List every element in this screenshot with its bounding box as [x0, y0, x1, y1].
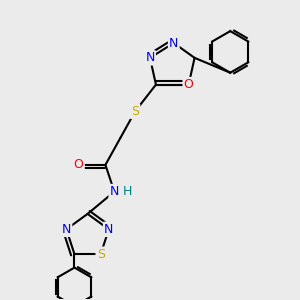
Text: N: N: [169, 37, 178, 50]
Text: H: H: [123, 185, 132, 198]
Text: N: N: [104, 223, 113, 236]
Text: S: S: [97, 248, 105, 261]
Text: S: S: [131, 105, 139, 118]
Text: N: N: [145, 51, 155, 64]
Text: N: N: [110, 185, 119, 198]
Text: N: N: [62, 223, 71, 236]
Text: O: O: [184, 78, 194, 91]
Text: O: O: [74, 158, 84, 171]
